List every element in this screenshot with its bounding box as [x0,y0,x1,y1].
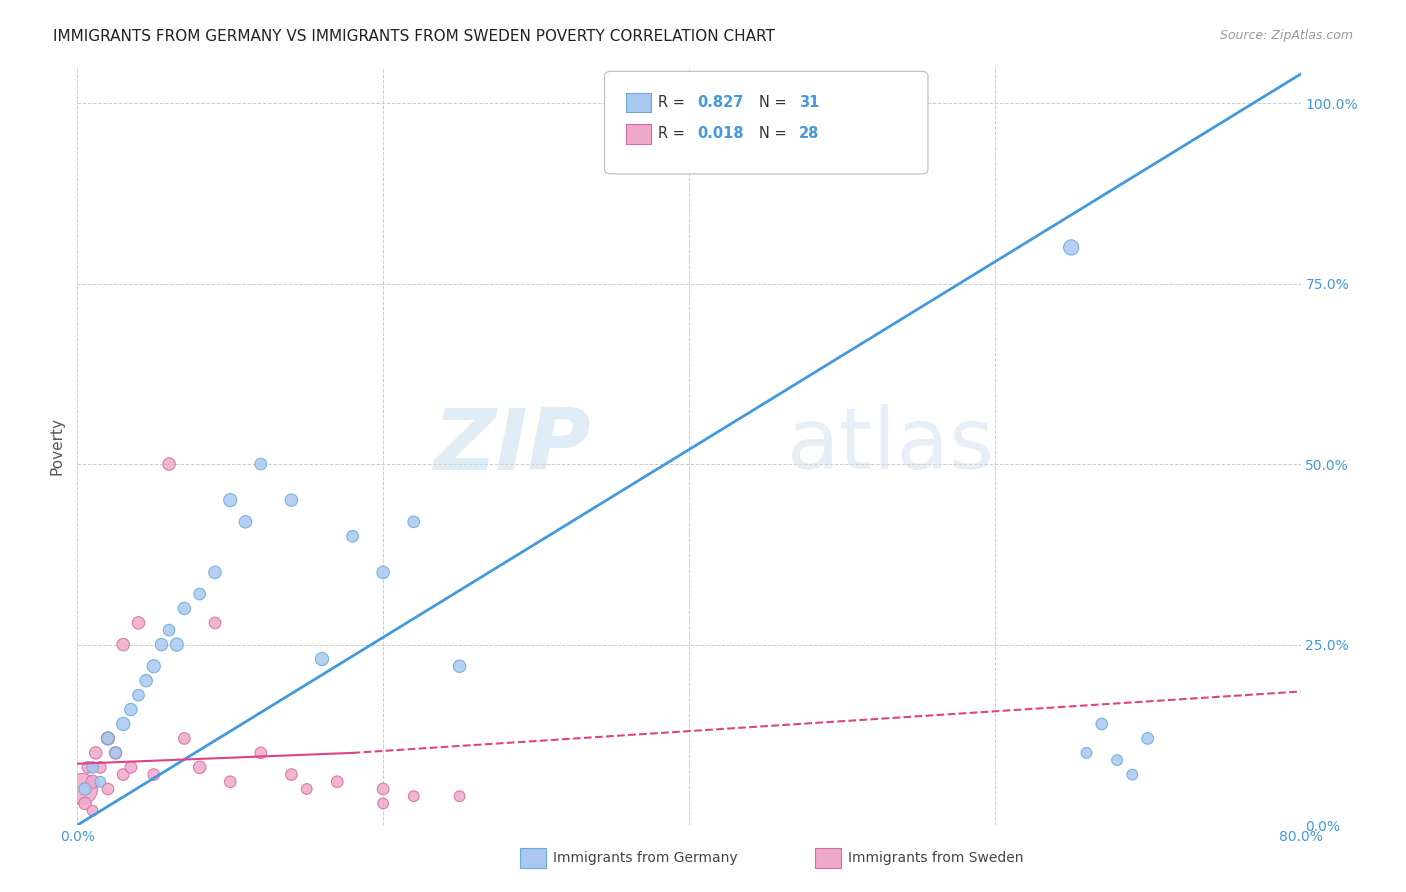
Point [157,457,180,471]
Point [219,774,242,789]
Point [219,493,242,508]
Point [112,638,135,652]
Point [89,774,111,789]
Point [449,789,471,804]
Point [188,587,211,601]
Point [150,638,173,652]
Point [82,804,104,818]
Point [371,566,394,580]
Point [142,767,165,781]
Point [112,717,135,731]
Point [120,760,142,774]
Point [142,659,165,673]
Point [280,767,302,781]
Point [1091,717,1114,731]
Point [188,760,211,774]
Point [97,782,120,797]
Point [326,774,349,789]
Point [1076,746,1098,760]
Point [311,652,333,666]
Point [157,623,180,637]
Text: IMMIGRANTS FROM GERMANY VS IMMIGRANTS FROM SWEDEN POVERTY CORRELATION CHART: IMMIGRANTS FROM GERMANY VS IMMIGRANTS FR… [53,29,775,44]
Point [280,493,302,508]
Text: R =: R = [658,127,689,141]
Point [82,760,104,774]
Point [449,659,471,673]
Point [127,688,149,702]
Point [166,638,188,652]
Point [204,566,226,580]
Point [84,746,107,760]
Point [127,615,149,630]
Point [1060,240,1083,254]
Text: Source: ZipAtlas.com: Source: ZipAtlas.com [1219,29,1353,42]
Point [135,673,157,688]
Point [173,731,195,746]
Point [120,702,142,716]
Text: R =: R = [658,95,689,110]
Text: 0.018: 0.018 [697,127,744,141]
Point [73,797,96,811]
Point [97,731,120,746]
Point [402,789,425,804]
Text: Immigrants from Sweden: Immigrants from Sweden [848,851,1024,865]
Point [173,601,195,615]
Point [97,731,120,746]
Point [112,767,135,781]
Point [1121,767,1143,781]
Text: N =: N = [759,127,792,141]
Point [250,746,273,760]
Y-axis label: Poverty: Poverty [49,417,65,475]
Point [371,782,394,797]
Point [104,746,127,760]
Point [295,782,318,797]
Point [1136,731,1159,746]
Point [82,774,104,789]
Point [73,782,96,797]
Point [235,515,257,529]
Point [342,529,364,543]
Point [70,782,93,797]
Text: Immigrants from Germany: Immigrants from Germany [553,851,737,865]
Point [89,760,111,774]
Text: ZIP: ZIP [433,404,591,488]
Point [204,615,226,630]
Point [402,515,425,529]
Text: 31: 31 [799,95,818,110]
Text: atlas: atlas [787,404,995,488]
Point [250,457,273,471]
Point [1107,753,1129,767]
Text: 0.827: 0.827 [697,95,744,110]
Text: N =: N = [759,95,792,110]
Text: 28: 28 [799,127,818,141]
Point [371,797,394,811]
Point [104,746,127,760]
Point [77,760,100,774]
